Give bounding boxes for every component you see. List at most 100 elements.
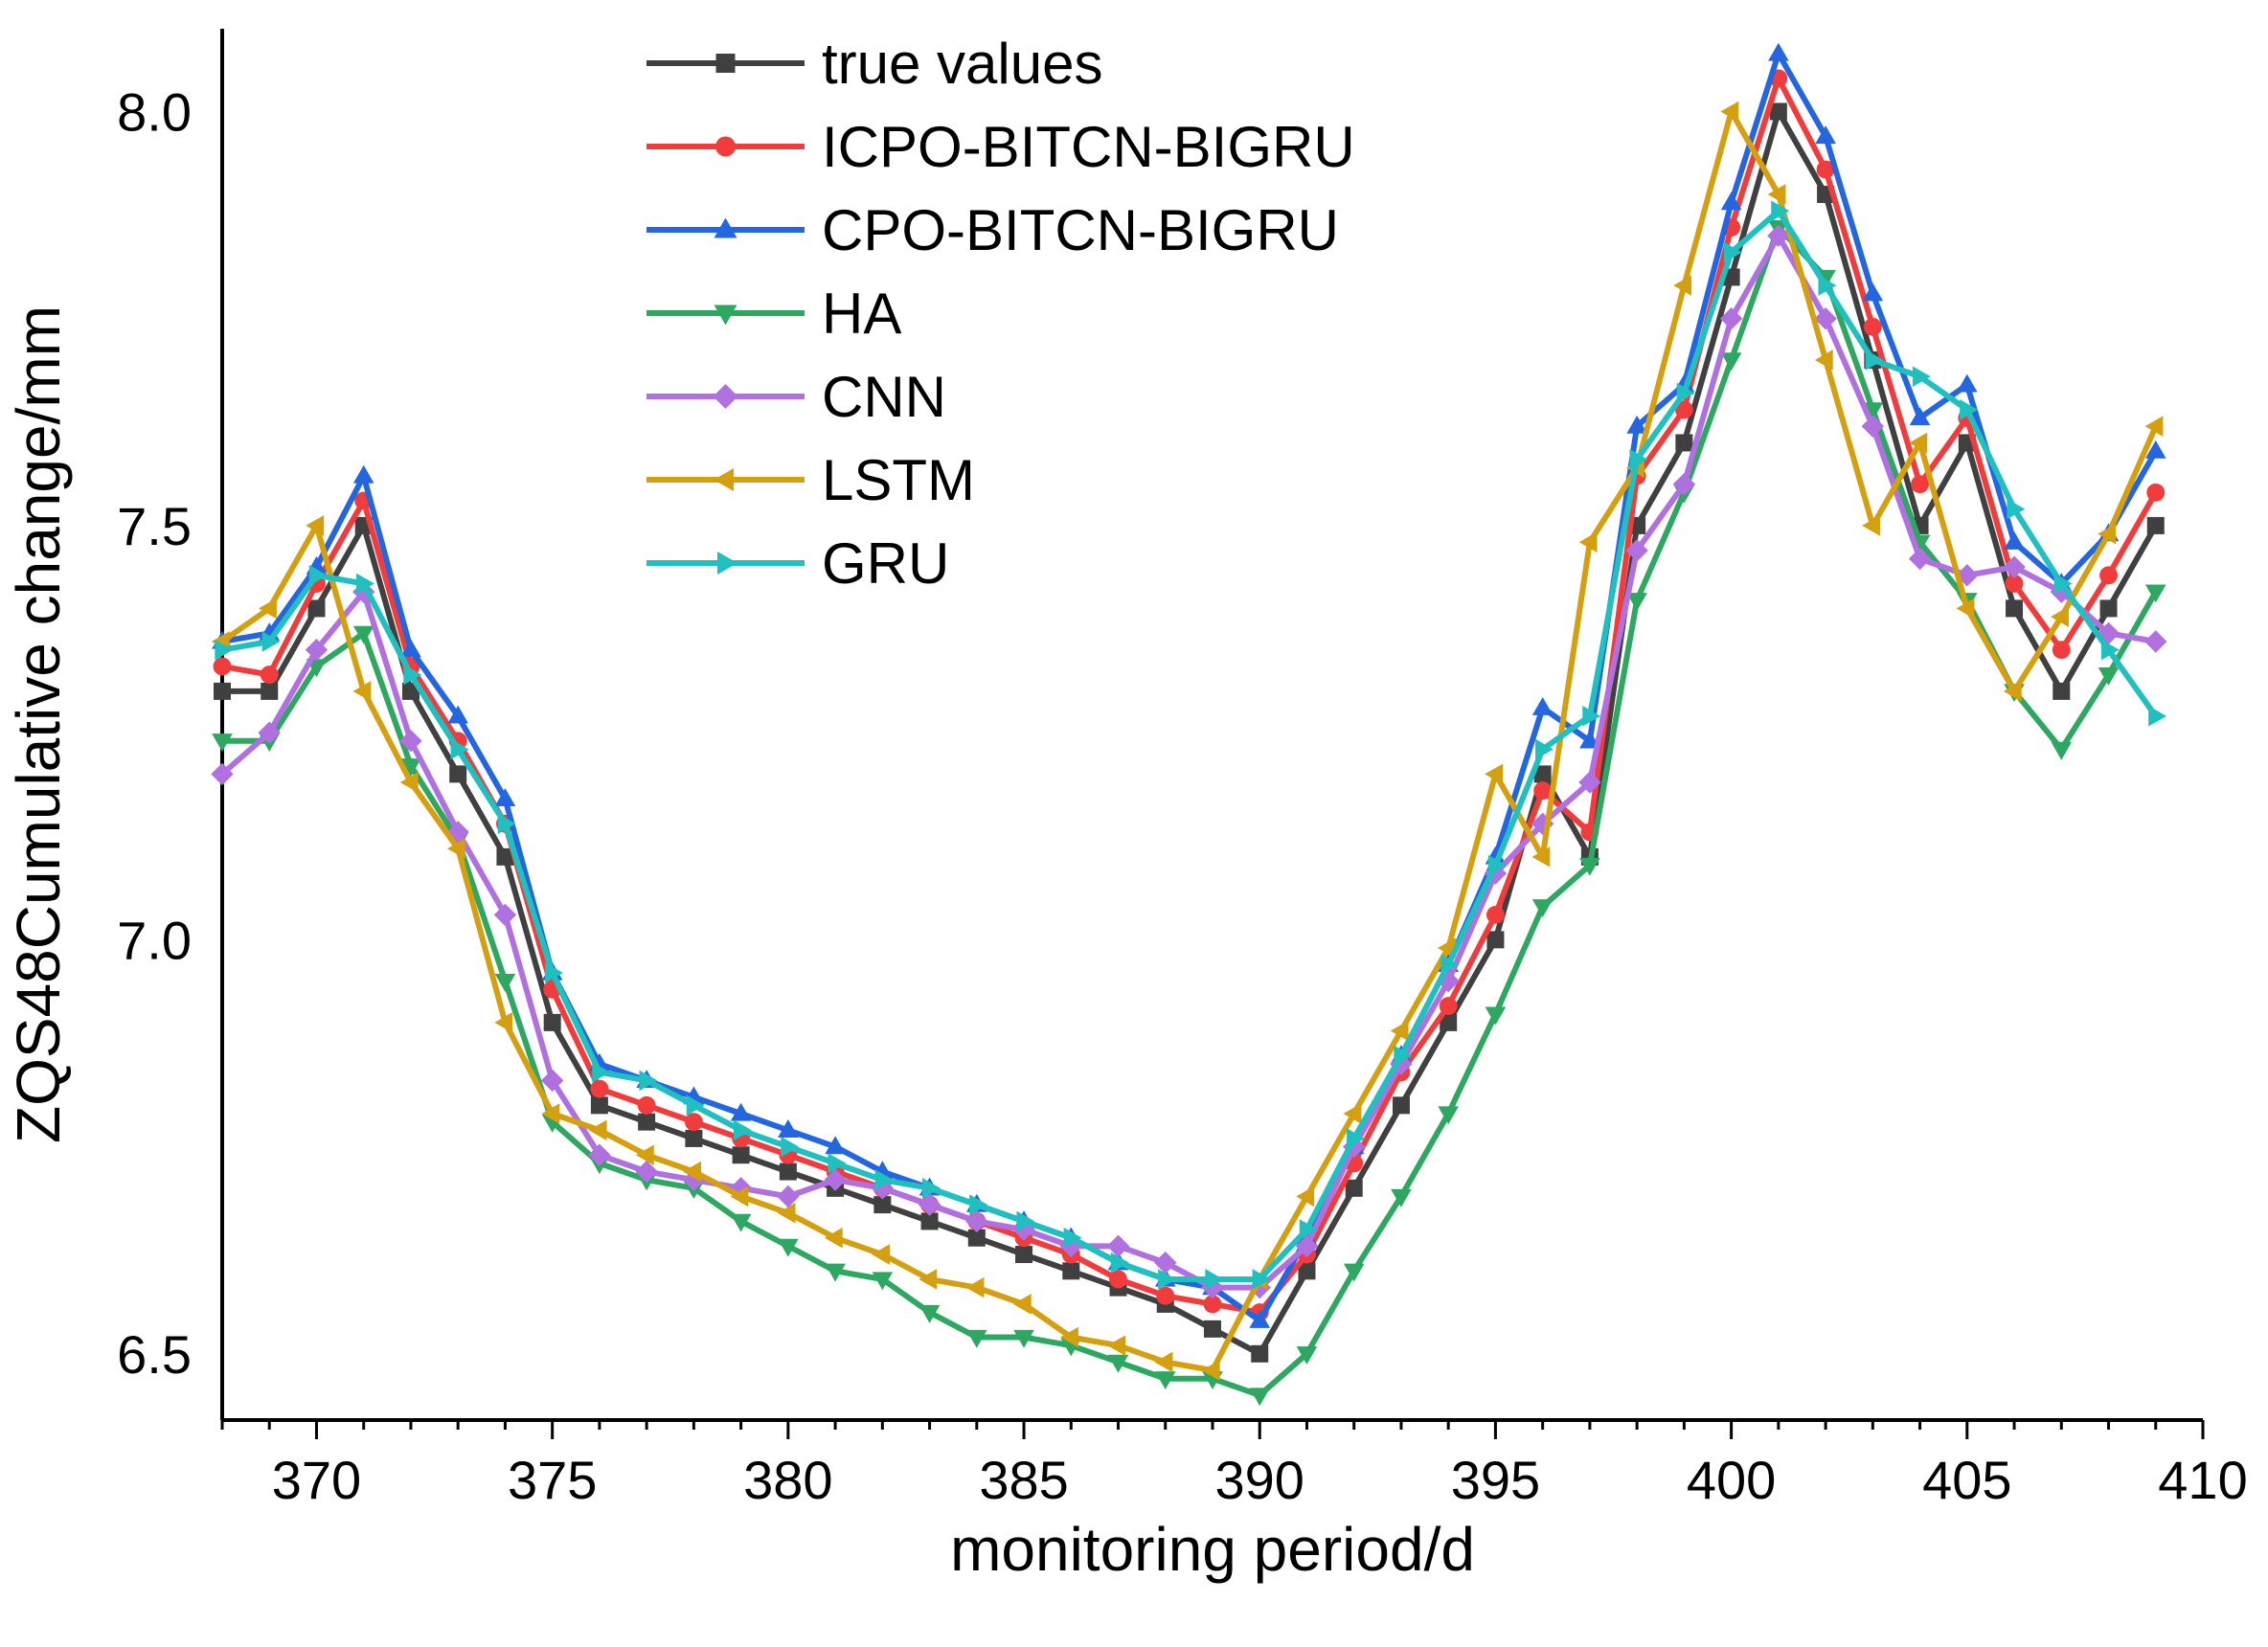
data-point — [684, 1113, 703, 1132]
data-point — [2146, 483, 2166, 502]
data-point — [450, 738, 469, 760]
data-point — [1533, 765, 1552, 783]
data-point — [1154, 1371, 1176, 1390]
data-point — [1909, 407, 1931, 426]
legend-swatch-marker — [713, 384, 738, 409]
x-tick-label: 405 — [1922, 1450, 2011, 1510]
data-point — [1956, 564, 1979, 587]
data-point — [1343, 1103, 1362, 1124]
legend-item-icpo-bitcn-bigru: ICPO-BITCN-BIGRU — [646, 115, 1355, 179]
data-point — [639, 1070, 658, 1092]
data-point — [1675, 434, 1693, 452]
data-point — [1672, 472, 1696, 496]
data-point — [730, 1102, 752, 1121]
data-point — [1060, 1326, 1078, 1348]
data-point — [730, 1213, 752, 1232]
data-point — [825, 1263, 846, 1282]
data-point — [215, 639, 234, 661]
data-point — [1106, 1234, 1130, 1258]
data-point — [1578, 771, 1601, 794]
data-point — [732, 1146, 750, 1164]
legend-item-lstm: LSTM — [646, 448, 975, 512]
data-point — [2053, 682, 2071, 700]
data-point — [965, 1209, 988, 1233]
data-point — [1063, 1227, 1082, 1249]
data-point — [1769, 102, 1787, 121]
legend-swatch-marker — [714, 468, 734, 491]
data-point — [352, 464, 374, 484]
data-point — [306, 515, 325, 536]
legend-swatch-marker — [714, 305, 737, 326]
data-point — [1818, 275, 1837, 296]
series-line-lstm — [220, 108, 2159, 1374]
data-point — [872, 1244, 890, 1265]
data-point — [2099, 599, 2118, 618]
data-point — [779, 1162, 797, 1181]
legend-swatch-marker — [715, 136, 736, 157]
data-point — [1156, 1286, 1175, 1305]
series-line-true-values — [222, 108, 2159, 1357]
data-point — [918, 1193, 941, 1216]
data-point — [966, 1329, 987, 1348]
data-point — [211, 762, 234, 786]
data-point — [919, 1304, 941, 1323]
data-point — [1298, 1262, 1316, 1280]
legend-label: GRU — [822, 531, 949, 596]
legend-label: true values — [822, 32, 1103, 96]
data-point — [1582, 706, 1601, 727]
legend-label: LSTM — [822, 448, 975, 512]
data-point — [1295, 1234, 1319, 1258]
data-point — [494, 788, 516, 806]
series-line-icpo-bitcn-bigru — [221, 75, 2159, 1316]
data-point — [446, 838, 465, 860]
data-point — [261, 682, 279, 700]
data-point — [308, 565, 328, 586]
data-point — [590, 1079, 609, 1098]
data-point — [824, 1227, 843, 1249]
data-point — [1956, 598, 1975, 620]
data-point — [399, 730, 422, 753]
data-point — [588, 1143, 611, 1166]
series-lstm — [211, 101, 2164, 1381]
legend-label: CPO-BITCN-BIGRU — [822, 198, 1339, 262]
legend-label: CNN — [822, 365, 946, 429]
data-point — [2004, 530, 2025, 550]
data-point — [778, 1238, 799, 1257]
x-tick-label: 385 — [979, 1450, 1068, 1510]
data-point — [781, 1136, 800, 1158]
data-point — [588, 1119, 607, 1141]
data-point — [1438, 1106, 1459, 1125]
data-point — [1391, 1188, 1412, 1207]
data-point — [1768, 42, 1789, 61]
data-point — [2050, 580, 2073, 603]
data-point — [541, 1103, 560, 1124]
data-point — [1674, 400, 1693, 419]
data-point — [214, 682, 231, 700]
data-point — [1862, 515, 1880, 536]
legend-item-ha: HA — [646, 282, 901, 346]
data-point — [1440, 1013, 1458, 1031]
data-point — [824, 1168, 847, 1191]
data-point — [1960, 399, 1979, 420]
data-point — [2053, 573, 2073, 595]
data-point — [590, 1096, 608, 1115]
legend-swatch-marker — [717, 552, 737, 575]
data-point — [1531, 899, 1554, 918]
legend-swatch-marker — [715, 54, 736, 73]
data-point — [1485, 763, 1504, 785]
data-point — [1296, 1346, 1318, 1365]
data-point — [2144, 440, 2166, 459]
legend-item-gru: GRU — [646, 531, 949, 596]
data-point — [446, 821, 469, 844]
data-point — [2003, 681, 2022, 702]
data-point — [733, 1119, 752, 1141]
data-point — [307, 599, 326, 618]
data-point — [212, 733, 233, 753]
data-point — [2051, 741, 2073, 760]
legend-item-cnn: CNN — [646, 365, 946, 429]
data-point — [1486, 905, 1505, 924]
data-point — [1816, 160, 1835, 179]
data-point — [1347, 1128, 1365, 1149]
x-tick-label: 400 — [1687, 1450, 1776, 1510]
data-point — [1814, 307, 1837, 330]
